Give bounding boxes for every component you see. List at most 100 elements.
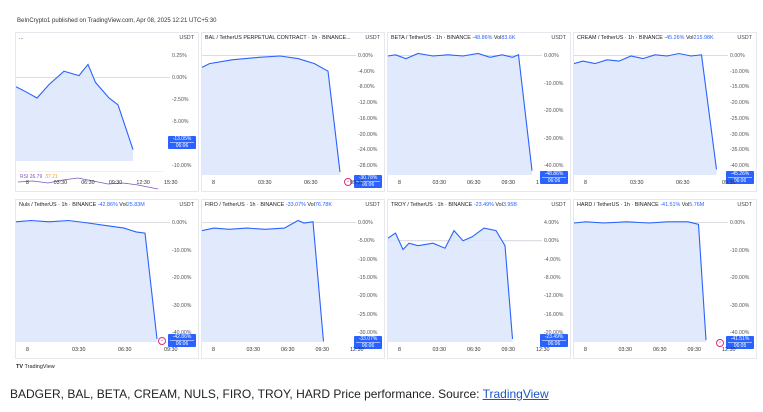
x-tick-label: 8 xyxy=(398,180,401,186)
y-tick-label: -10.00% xyxy=(358,256,378,263)
price-line xyxy=(388,227,514,340)
y-tick-label: -4.00% xyxy=(544,256,561,263)
y-tick-label: 0.00% xyxy=(358,53,373,59)
caption-source-link[interactable]: TradingView xyxy=(482,387,549,401)
rsi-line xyxy=(18,177,159,190)
y-tick-label: -30.00% xyxy=(544,135,564,142)
currency-label: USDT xyxy=(179,35,194,41)
x-tick-label: 8 xyxy=(398,347,401,353)
badge-countdown: 06:06 xyxy=(175,143,189,149)
price-line xyxy=(574,52,718,170)
y-tick-label: -8.00% xyxy=(358,84,375,91)
price-area-fill xyxy=(202,56,340,175)
x-tick-label: 06:30 xyxy=(653,347,667,353)
currency-label: USDT xyxy=(365,202,380,208)
y-tick-label: -30.00% xyxy=(172,302,192,309)
y-tick-label: -10.00% xyxy=(172,247,192,254)
y-tick-label: -15.00% xyxy=(358,275,378,281)
badge-divider xyxy=(542,340,566,341)
chart-panel-nuls: Nuls / TetherUS · 1h · BINANCE -42.86% V… xyxy=(15,199,199,359)
chart-panel-badger: ... USDT0.25%0.00%-2.50%-5.00%-7.50%-10.… xyxy=(15,32,199,192)
y-tick-label: 0.00% xyxy=(544,238,559,245)
price-area-fill xyxy=(388,53,532,175)
price-chart xyxy=(388,227,542,342)
x-tick-label: 09:30 xyxy=(687,347,702,353)
y-tick-label: -5.00% xyxy=(172,119,189,125)
x-tick-label: 06:30 xyxy=(467,347,481,353)
badge-divider xyxy=(356,181,380,182)
price-chart xyxy=(574,221,728,342)
badge-countdown: 06:06 xyxy=(361,182,375,188)
chart-panel-cream: CREAM / TetherUS · 1h · BINANCE -45.26% … xyxy=(573,32,757,192)
price-chart xyxy=(16,219,170,342)
y-tick-label: -20.00% xyxy=(544,330,564,336)
y-tick-label: -20.00% xyxy=(358,293,378,300)
x-tick-label: 06:30 xyxy=(676,180,690,186)
badge-change: -45.26% xyxy=(730,171,750,177)
y-tick-label: -15.00% xyxy=(730,84,750,91)
chart-panel-troy: TROY / TetherUS · 1h · BINANCE -23.49% V… xyxy=(387,199,571,359)
price-chart xyxy=(16,63,170,161)
badge-countdown: 06:06 xyxy=(175,341,189,347)
currency-label: USDT xyxy=(365,35,380,41)
y-tick-label: 0.00% xyxy=(730,220,745,226)
price-area-fill xyxy=(574,221,706,342)
price-line xyxy=(574,221,707,341)
y-tick-label: -28.00% xyxy=(358,163,378,169)
x-tick-label: 03:30 xyxy=(246,347,261,353)
y-tick-label: 4.00% xyxy=(544,220,559,226)
price-line xyxy=(388,52,533,171)
y-tick-label: -30.00% xyxy=(730,302,750,309)
badge-countdown: 06:06 xyxy=(361,343,375,349)
lightning-icon[interactable]: ⚡ xyxy=(344,178,352,186)
x-tick-label: 8 xyxy=(26,180,29,186)
y-tick-label: -40.00% xyxy=(730,163,750,169)
tradingview-logo-text: TradingView xyxy=(24,364,55,370)
price-chart xyxy=(202,219,356,342)
y-tick-label: -10.00% xyxy=(730,68,750,75)
badge-change: -23.49% xyxy=(544,334,564,340)
x-tick-label: 03:30 xyxy=(630,180,644,186)
x-tick-label: 1 xyxy=(536,180,539,186)
y-tick-label: -20.00% xyxy=(172,275,192,281)
rsi-ma-value: 37.21 xyxy=(45,174,58,180)
badge-divider xyxy=(728,177,752,178)
y-tick-label: -16.00% xyxy=(544,311,564,318)
y-tick-label: 0.00% xyxy=(730,53,745,59)
y-tick-label: -10.00% xyxy=(172,163,192,169)
x-tick-label: 12:30 xyxy=(722,347,736,353)
rsi-series xyxy=(18,177,159,190)
currency-label: USDT xyxy=(737,202,752,208)
x-tick-label: 09:30 xyxy=(315,347,330,353)
lightning-icon[interactable]: ⚡ xyxy=(158,337,166,345)
badge-countdown: 06:05 xyxy=(733,343,747,349)
last-price-badge: -13.05% 06:06 xyxy=(168,136,196,149)
x-tick-label: 03:30 xyxy=(432,180,447,186)
x-tick-label: 06:30 xyxy=(467,180,481,186)
badge-divider xyxy=(170,142,194,143)
rsi-title: RSI xyxy=(20,174,30,180)
y-tick-label: -35.00% xyxy=(730,147,750,154)
x-tick-label: 09:30 xyxy=(722,180,736,186)
price-area-fill xyxy=(16,64,133,161)
y-tick-label: -30.00% xyxy=(358,330,378,336)
last-price-badge: -41.51% 06:05 xyxy=(726,336,754,349)
rsi-label: RSI 26.79 37.21 xyxy=(20,174,58,180)
x-tick-label: 03:30 xyxy=(72,347,86,353)
x-tick-label: 15:30 xyxy=(164,180,178,186)
lightning-icon[interactable]: ⚡ xyxy=(716,339,724,347)
chart-grid-image: BeInCrypto1 published on TradingView.com… xyxy=(10,10,758,375)
badge-divider xyxy=(728,342,752,343)
y-tick-label: -12.00% xyxy=(544,293,564,300)
x-tick-label: 8 xyxy=(584,347,587,353)
x-tick-label: 09:30 xyxy=(501,180,516,186)
price-line xyxy=(202,219,325,342)
y-tick-label: -5.00% xyxy=(358,238,375,245)
badge-change: -33.07% xyxy=(358,336,378,342)
badge-countdown: 06:06 xyxy=(733,178,747,184)
last-price-badge: -45.26% 06:06 xyxy=(726,171,754,184)
publisher-header: BeInCrypto1 published on TradingView.com… xyxy=(17,18,217,24)
y-tick-label: -10.00% xyxy=(730,247,750,254)
y-tick-label: -10.00% xyxy=(544,80,564,87)
x-tick-label: 03:30 xyxy=(618,347,633,353)
